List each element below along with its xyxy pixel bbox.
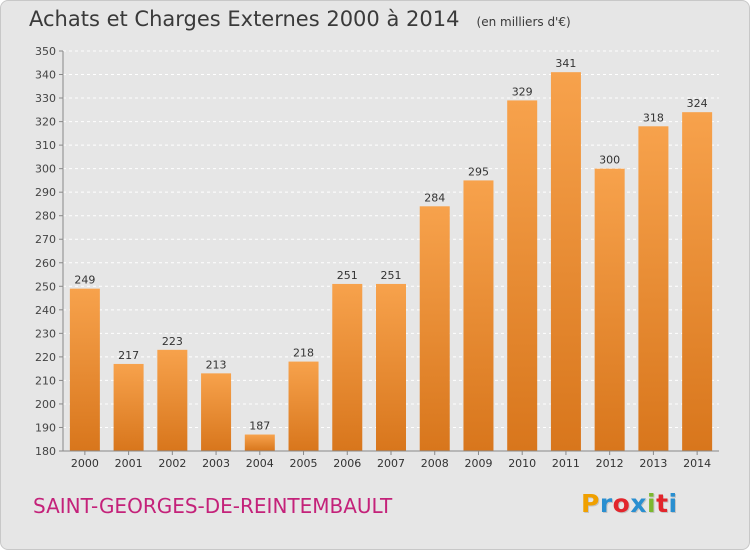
bar-2009	[463, 180, 494, 452]
bar-2004	[244, 434, 275, 451]
y-tick-label: 260	[35, 257, 56, 270]
bar-value-label: 249	[74, 274, 95, 287]
logo-letter: x	[630, 489, 647, 518]
bar-value-label: 300	[599, 154, 620, 167]
x-tick-label: 2001	[115, 457, 143, 470]
x-tick-label: 2014	[683, 457, 711, 470]
x-tick-label: 2012	[596, 457, 624, 470]
y-tick-label: 320	[35, 116, 56, 129]
logo-letter: i	[647, 489, 657, 518]
axis-layer: 180 190 200 210 220 230 240 250 260 270 280 290 300 3…	[35, 45, 719, 470]
bar-layer	[69, 72, 713, 452]
bar-value-label: 329	[512, 85, 533, 98]
y-tick-label: 350	[35, 45, 56, 58]
bar-2013	[638, 126, 669, 451]
label-layer: 249 217 223 213 187 218 251 251 284 295 329 341 300 3…	[74, 57, 707, 432]
bar-2001	[113, 363, 144, 451]
bar-value-label: 341	[555, 57, 576, 70]
y-tick-label: 310	[35, 139, 56, 152]
y-tick-label: 200	[35, 398, 56, 411]
bar-value-label: 217	[118, 349, 139, 362]
logo-letter: i	[668, 489, 678, 518]
y-tick-label: 270	[35, 233, 56, 246]
x-tick-label: 2003	[202, 457, 230, 470]
bar-value-label: 213	[206, 358, 227, 371]
y-tick-label: 230	[35, 327, 56, 340]
bar-value-label: 251	[337, 269, 358, 282]
logo-letter: t	[656, 489, 669, 518]
y-tick-label: 330	[35, 92, 56, 105]
y-tick-label: 300	[35, 163, 56, 176]
x-tick-label: 2000	[71, 457, 99, 470]
y-tick-label: 240	[35, 304, 56, 317]
bar-2010	[507, 100, 538, 451]
x-tick-label: 2010	[508, 457, 536, 470]
y-tick-label: 280	[35, 210, 56, 223]
commune-name: SAINT-GEORGES-DE-REINTEMBAULT	[33, 494, 393, 518]
bar-2000	[69, 288, 100, 451]
y-tick-label: 190	[35, 421, 56, 434]
bar-2011	[550, 72, 581, 452]
chart-unit: (en milliers d'€)	[476, 15, 571, 29]
x-tick-label: 2002	[158, 457, 186, 470]
y-tick-label: 290	[35, 186, 56, 199]
y-tick-label: 210	[35, 374, 56, 387]
x-tick-label: 2004	[246, 457, 274, 470]
bar-2006	[332, 283, 363, 451]
bar-value-label: 284	[424, 191, 445, 204]
bar-2008	[419, 206, 450, 451]
bar-2014	[682, 112, 713, 452]
bar-value-label: 251	[381, 269, 402, 282]
x-tick-label: 2013	[639, 457, 667, 470]
x-tick-label: 2009	[464, 457, 492, 470]
bar-2005	[288, 361, 319, 451]
bar-2003	[201, 373, 232, 451]
y-tick-label: 220	[35, 351, 56, 364]
bar-2012	[594, 168, 625, 451]
bar-value-label: 324	[687, 97, 708, 110]
bar-value-label: 295	[468, 165, 489, 178]
x-tick-label: 2007	[377, 457, 405, 470]
x-tick-label: 2006	[333, 457, 361, 470]
bar-2007	[376, 283, 406, 451]
logo-letter: o	[612, 489, 631, 518]
chart-title: Achats et Charges Externes 2000 à 2014	[29, 7, 460, 31]
logo-letter: r	[599, 489, 613, 518]
logo-letter: P	[581, 489, 600, 518]
y-tick-label: 250	[35, 280, 56, 293]
chart-title-block: Achats et Charges Externes 2000 à 2014 (…	[29, 7, 571, 31]
x-tick-label: 2008	[421, 457, 449, 470]
y-tick-label: 340	[35, 69, 56, 82]
bar-value-label: 218	[293, 347, 314, 360]
bar-value-label: 223	[162, 335, 183, 348]
bar-value-label: 318	[643, 111, 664, 124]
proxiti-logo[interactable]: Proxiti	[581, 489, 678, 518]
x-tick-label: 2005	[290, 457, 318, 470]
y-tick-label: 180	[35, 445, 56, 458]
bar-2002	[157, 349, 188, 451]
bar-value-label: 187	[249, 420, 270, 433]
x-tick-label: 2011	[552, 457, 580, 470]
